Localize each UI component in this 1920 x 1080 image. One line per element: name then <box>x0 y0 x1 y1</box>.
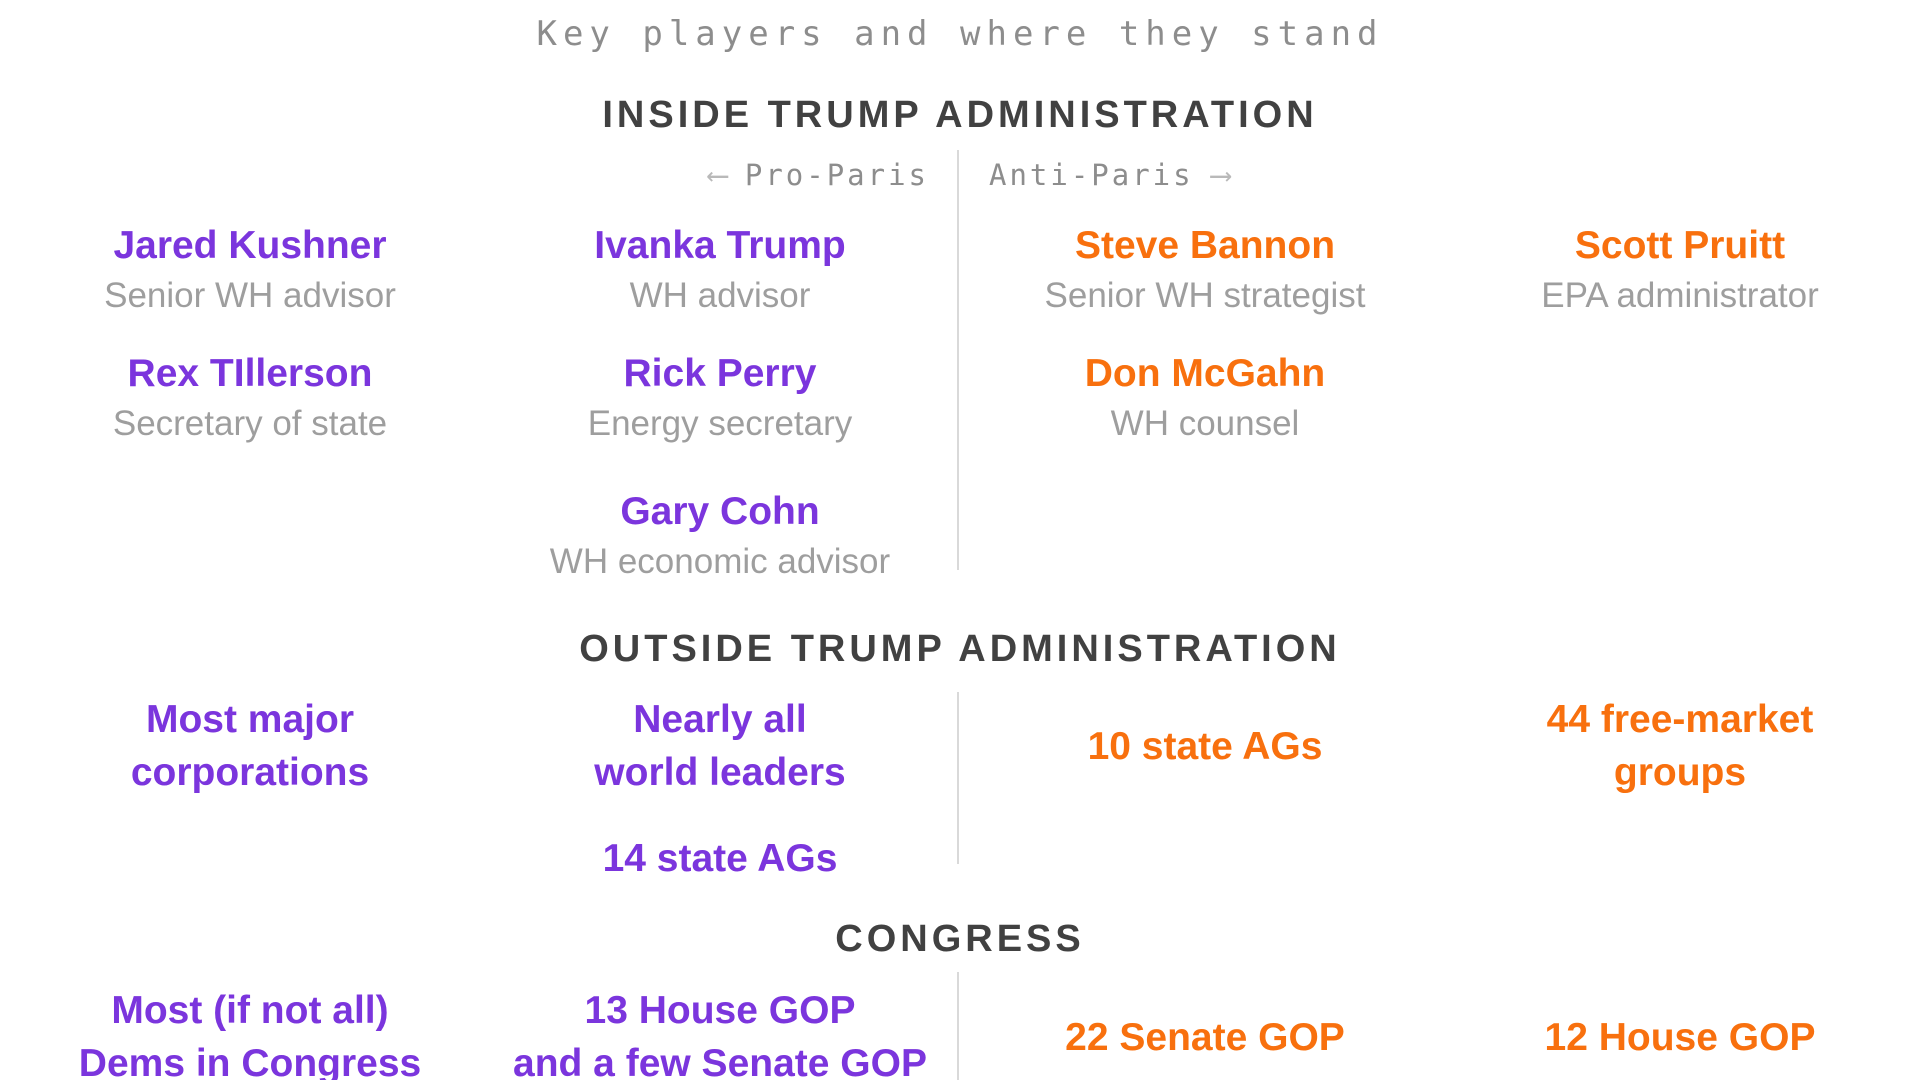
person-rick-perry: Rick Perry Energy secretary <box>490 350 950 446</box>
person-steve-bannon: Steve Bannon Senior WH strategist <box>975 222 1435 318</box>
divider-outside <box>957 692 959 864</box>
person-role: WH economic advisor <box>549 542 891 581</box>
section-header-outside: OUTSIDE TRUMP ADMINISTRATION <box>579 628 1341 670</box>
person-ivanka-trump: Ivanka Trump WH advisor <box>490 222 950 318</box>
person-role: Secretary of state <box>112 404 388 443</box>
person-role: EPA administrator <box>1541 276 1819 315</box>
group-line: Most (if not all) <box>111 989 389 1032</box>
group-13-house-gop: 13 House GOP and a few Senate GOP <box>490 988 950 1080</box>
person-name: Steve Bannon <box>1074 224 1336 267</box>
group-line: 12 House GOP <box>1544 1015 1816 1059</box>
person-role: WH counsel <box>1110 404 1300 443</box>
person-name: Rex TIllerson <box>127 352 373 395</box>
group-most-major-corporations: Most major corporations <box>20 696 480 796</box>
group-dems-in-congress: Most (if not all) Dems in Congress <box>20 988 480 1080</box>
section-header-inside: INSIDE TRUMP ADMINISTRATION <box>602 94 1318 136</box>
group-line: Most major <box>145 698 355 741</box>
group-12-house-gop: 12 House GOP <box>1450 988 1910 1080</box>
group-line: 14 state AGs <box>602 837 838 880</box>
person-role: Senior WH strategist <box>1044 276 1366 315</box>
person-scott-pruitt: Scott Pruitt EPA administrator <box>1450 222 1910 318</box>
pro-paris-text: Pro-Paris <box>744 158 929 192</box>
group-line: 44 free-market <box>1546 698 1814 741</box>
anti-paris-text: Anti-Paris <box>989 158 1194 192</box>
group-line: Nearly all <box>633 698 807 741</box>
section-header-congress: CONGRESS <box>835 918 1085 960</box>
person-name: Scott Pruitt <box>1574 224 1786 267</box>
person-gary-cohn: Gary Cohn WH economic advisor <box>490 488 950 584</box>
group-line: groups <box>1613 751 1747 794</box>
person-role: WH advisor <box>629 276 811 315</box>
person-name: Ivanka Trump <box>594 224 846 267</box>
right-arrow-icon: ⟶ <box>1211 158 1230 193</box>
person-name: Rick Perry <box>623 352 817 395</box>
left-arrow-icon: ⟵ <box>708 158 727 193</box>
group-10-state-ags: 10 state AGs <box>975 696 1435 796</box>
person-don-mcgahn: Don McGahn WH counsel <box>975 350 1435 446</box>
group-line: corporations <box>130 751 370 794</box>
page-title: Key players and where they stand <box>536 14 1384 54</box>
person-name: Gary Cohn <box>620 490 820 533</box>
divider-congress <box>957 972 959 1080</box>
person-role: Senior WH advisor <box>104 276 396 315</box>
group-line: 13 House GOP <box>584 989 856 1032</box>
person-rex-tillerson: Rex TIllerson Secretary of state <box>20 350 480 446</box>
person-name: Jared Kushner <box>113 224 387 267</box>
group-line: 22 Senate GOP <box>1065 1015 1345 1059</box>
group-14-state-ags: 14 state AGs <box>490 832 950 885</box>
anti-paris-label: Anti-Paris ⟶ <box>957 158 1920 193</box>
group-line: Dems in Congress <box>78 1042 422 1080</box>
group-44-free-market-groups: 44 free-market groups <box>1450 696 1910 796</box>
column-labels: ⟵ Pro-Paris Anti-Paris ⟶ <box>0 158 1920 193</box>
group-line: world leaders <box>594 751 846 794</box>
divider-inside <box>957 150 959 570</box>
person-jared-kushner: Jared Kushner Senior WH advisor <box>20 222 480 318</box>
group-line: and a few Senate GOP <box>513 1042 927 1080</box>
person-name: Don McGahn <box>1084 352 1326 395</box>
group-22-senate-gop: 22 Senate GOP <box>975 988 1435 1080</box>
group-line: 10 state AGs <box>1087 724 1323 768</box>
group-nearly-all-world-leaders: Nearly all world leaders <box>490 696 950 796</box>
person-role: Energy secretary <box>587 404 853 443</box>
pro-paris-label: ⟵ Pro-Paris <box>0 158 957 193</box>
